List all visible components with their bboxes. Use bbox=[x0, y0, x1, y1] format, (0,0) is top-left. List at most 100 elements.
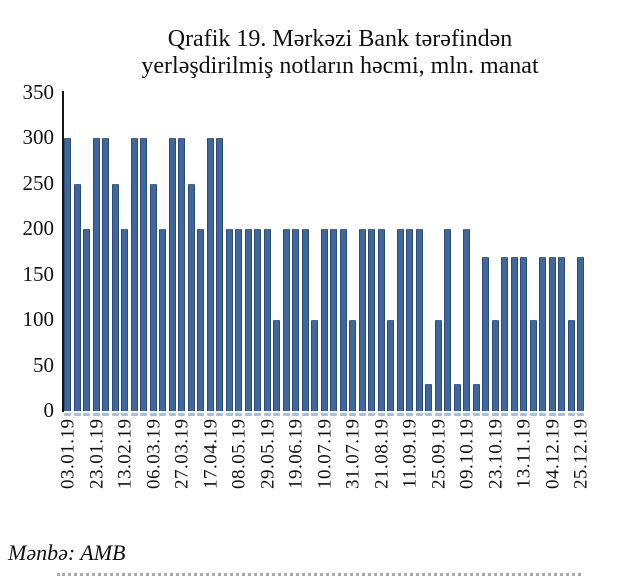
bar bbox=[558, 257, 565, 411]
x-axis-category-tick bbox=[292, 413, 299, 416]
x-axis-tick-label: 23.01.19 bbox=[86, 418, 107, 490]
bar bbox=[292, 229, 299, 411]
bar bbox=[244, 229, 252, 411]
bar bbox=[539, 257, 546, 411]
x-axis-category-tick bbox=[425, 413, 432, 416]
x-axis-category-tick bbox=[501, 413, 508, 416]
x-axis-category-tick bbox=[415, 413, 423, 416]
bar bbox=[567, 320, 575, 411]
bar bbox=[444, 229, 451, 411]
x-axis-category-tick bbox=[453, 413, 461, 416]
y-axis-tick-label: 50 bbox=[33, 352, 54, 377]
x-axis-tick-label: 13.02.19 bbox=[114, 418, 136, 490]
bar bbox=[216, 138, 223, 411]
bar bbox=[548, 257, 556, 411]
x-axis-category-tick bbox=[301, 413, 309, 416]
bar bbox=[501, 257, 508, 411]
bar bbox=[491, 320, 499, 411]
x-axis-category-tick bbox=[92, 413, 100, 416]
chart-title-line2: yerləşdirilmiş notların həcmi, mln. mana… bbox=[141, 53, 539, 79]
bar bbox=[453, 384, 461, 411]
x-axis-tick-label: 21.08.19 bbox=[371, 418, 392, 490]
bar bbox=[520, 257, 527, 411]
bar bbox=[577, 257, 584, 411]
x-axis-category-tick bbox=[235, 413, 242, 416]
x-axis-tick-label: 17.04.19 bbox=[200, 418, 221, 490]
source-note: Mənbə: AMB bbox=[8, 540, 126, 565]
x-axis-category-tick bbox=[434, 413, 442, 416]
x-axis-category-tick bbox=[472, 413, 480, 416]
x-axis-category-tick bbox=[64, 413, 71, 416]
y-axis-line bbox=[62, 91, 64, 412]
x-axis-category-tick bbox=[225, 413, 233, 416]
x-axis-category-tick bbox=[159, 413, 166, 416]
bar bbox=[301, 229, 309, 411]
x-axis-category-tick bbox=[263, 413, 271, 416]
x-axis-category-tick bbox=[206, 413, 214, 416]
x-axis-category-tick bbox=[444, 413, 451, 416]
x-axis-category-tick bbox=[83, 413, 90, 416]
bottom-divider-dotted-line bbox=[57, 573, 581, 576]
x-axis-category-tick bbox=[377, 413, 385, 416]
y-axis-tick-label: 0 bbox=[43, 398, 55, 422]
bar bbox=[387, 320, 394, 411]
bar bbox=[102, 138, 109, 411]
x-axis-category-tick bbox=[529, 413, 537, 416]
bar bbox=[187, 184, 195, 411]
bar bbox=[425, 384, 432, 411]
bar bbox=[482, 257, 489, 411]
x-axis-tick-label: 31.07.19 bbox=[342, 418, 364, 490]
x-axis-category-tick bbox=[168, 413, 176, 416]
x-axis-tick-label: 06.03.19 bbox=[143, 418, 164, 490]
bar bbox=[415, 229, 423, 411]
bar bbox=[178, 138, 185, 411]
x-axis-category-tick bbox=[273, 413, 280, 416]
x-axis-tick-label: 29.05.19 bbox=[257, 418, 278, 490]
bar bbox=[83, 229, 90, 411]
x-axis-tick-label: 23.10.19 bbox=[485, 418, 506, 490]
x-axis-category-tick bbox=[197, 413, 204, 416]
x-axis-category-tick bbox=[548, 413, 556, 416]
x-axis-category-tick bbox=[320, 413, 328, 416]
x-axis-category-tick bbox=[396, 413, 404, 416]
x-axis-category-tick bbox=[368, 413, 375, 416]
x-axis-tick-label: 10.07.19 bbox=[314, 418, 335, 490]
bar bbox=[273, 320, 280, 411]
bar bbox=[130, 138, 138, 411]
x-axis-tick-label: 25.09.19 bbox=[428, 418, 449, 490]
y-axis-tick-label: 350 bbox=[22, 80, 55, 104]
x-axis-category-tick bbox=[558, 413, 565, 416]
bar bbox=[92, 138, 100, 411]
bar bbox=[235, 229, 242, 411]
bar bbox=[311, 320, 318, 411]
bar bbox=[463, 229, 470, 411]
bar bbox=[168, 138, 176, 411]
bar bbox=[140, 138, 147, 411]
x-axis-category-tick bbox=[339, 413, 347, 416]
x-axis-tick-label: 25.12.19 bbox=[570, 418, 592, 490]
x-axis-category-tick bbox=[282, 413, 290, 416]
x-axis-category-tick bbox=[358, 413, 366, 416]
bar bbox=[225, 229, 233, 411]
x-axis-category-tick bbox=[216, 413, 223, 416]
x-axis-category-tick bbox=[140, 413, 147, 416]
bar bbox=[434, 320, 442, 411]
x-axis-tick-label: 03.01.19 bbox=[57, 418, 79, 490]
bar bbox=[149, 184, 157, 411]
bar bbox=[339, 229, 347, 411]
bar bbox=[320, 229, 328, 411]
x-axis-category-tick bbox=[330, 413, 337, 416]
y-axis-tick-label: 100 bbox=[22, 307, 55, 332]
x-axis-tick-label: 08.05.19 bbox=[228, 418, 250, 490]
y-axis-tick-label: 150 bbox=[22, 261, 55, 286]
bar bbox=[510, 257, 518, 411]
x-axis-category-tick bbox=[406, 413, 413, 416]
bar bbox=[64, 138, 71, 411]
x-axis-category-tick bbox=[387, 413, 394, 416]
bar bbox=[263, 229, 271, 411]
x-axis-tick-label: 27.03.19 bbox=[171, 418, 193, 490]
x-axis-category-tick bbox=[73, 413, 81, 416]
bar-chart-plot-area: 0 50 100 150 200 250 300 350 03.01.19 23.01.19 13.… bbox=[22, 80, 592, 490]
x-axis-category-tick bbox=[254, 413, 261, 416]
